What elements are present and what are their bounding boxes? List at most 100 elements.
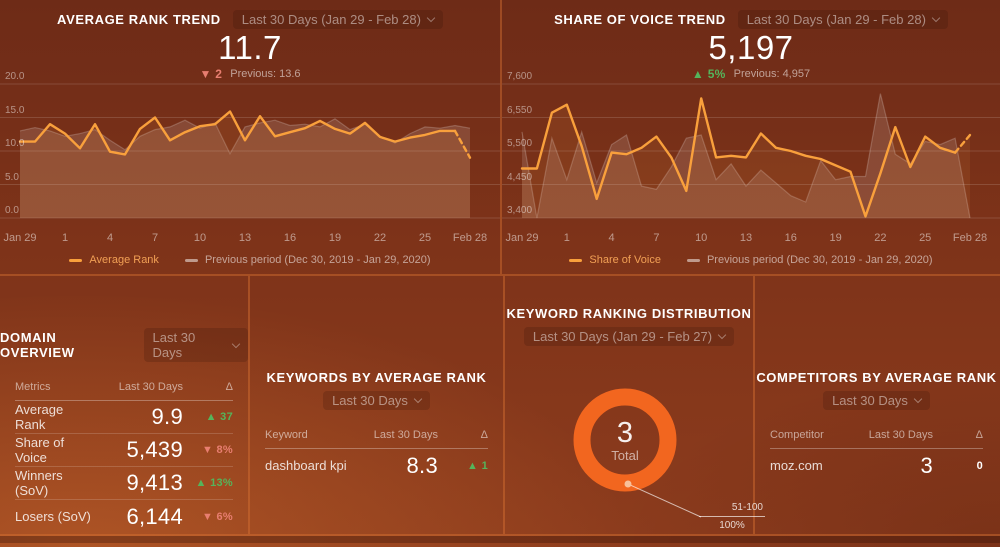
chevron-down-icon: [426, 13, 436, 22]
column-header-delta: Δ: [480, 429, 488, 441]
column-header: Metrics: [15, 381, 51, 393]
column-header: Competitor: [770, 429, 824, 441]
table-header: Metrics Last 30 Days Δ: [15, 376, 233, 401]
average-rank-chart[interactable]: 20.0 15.0 10.0 5.0 0.0 Jan 29 1 4 7 10 13 16 19 22 25…: [0, 71, 500, 248]
metric-delta: ▲ 13%: [195, 477, 233, 489]
line-chart-canvas[interactable]: [502, 82, 1000, 248]
donut-total-value: 3: [616, 416, 634, 449]
previous-value-label: Previous: 4,957: [733, 68, 811, 80]
panel-competitors-by-average-rank: COMPETITORS BY AVERAGE RANK Last 30 Days…: [755, 276, 998, 534]
panel-keyword-ranking-distribution: KEYWORD RANKING DISTRIBUTION Last 30 Day…: [505, 276, 765, 534]
metric-label: Winners (SoV): [15, 468, 63, 498]
table-row: Share of Voice 5,439 ▼ 8%: [15, 434, 233, 467]
date-range-label: Last 30 Days (Jan 29 - Feb 27): [532, 329, 713, 344]
chevron-down-icon: [231, 339, 241, 348]
legend-label: Share of Voice: [589, 254, 661, 266]
date-range-label: Last 30 Days: [332, 393, 408, 408]
legend-swatch-orange: [69, 258, 83, 262]
metric-delta: ▲ 37: [205, 411, 233, 423]
table-header: Competitor Last 30 Days Δ: [770, 424, 983, 449]
panel-average-rank-trend: AVERAGE RANK TREND Last 30 Days (Jan 29 …: [0, 0, 502, 274]
metric-label: Losers (SoV): [15, 509, 91, 524]
chevron-down-icon: [717, 330, 727, 340]
keywords-table: Keyword Last 30 Days Δ dashboard kpi 8.3…: [265, 424, 488, 482]
date-range-dropdown[interactable]: Last 30 Days: [323, 391, 430, 410]
legend-label: Average Rank: [89, 254, 159, 266]
line-chart-canvas[interactable]: [0, 82, 500, 248]
chevron-down-icon: [413, 394, 423, 404]
column-header: Last 30 Days: [373, 429, 438, 441]
kpi-delta-row: ▲ 5% Previous: 4,957: [502, 66, 1000, 82]
panel-header: KEYWORDS BY AVERAGE RANK Last 30 Days: [250, 370, 503, 410]
legend-label: Previous period (Dec 30, 2019 - Jan 29, …: [204, 254, 431, 266]
kpi-delta: ▼ 2: [199, 67, 223, 81]
competitors-table: Competitor Last 30 Days Δ moz.com 3 0: [770, 424, 983, 482]
panel-header: AVERAGE RANK TREND Last 30 Days (Jan 29 …: [0, 8, 500, 30]
chevron-down-icon: [931, 13, 941, 22]
legend-swatch-gray: [184, 258, 198, 262]
bottom-row: DOMAIN OVERVIEW Last 30 Days Metrics Las…: [0, 276, 1000, 536]
keyword-value: 8.3: [406, 452, 438, 478]
panel-title: SHARE OF VOICE TREND: [554, 11, 726, 27]
legend-item-previous: Previous period (Dec 30, 2019 - Jan 29, …: [184, 254, 431, 266]
donut-segment-callout: 51-100 100%: [699, 502, 765, 531]
metric-value: 9,413: [126, 470, 183, 495]
metric-value: 5,439: [126, 437, 183, 462]
date-range-label: Last 30 Days (Jan 29 - Feb 28): [746, 11, 926, 27]
keyword-label: dashboard kpi: [265, 458, 347, 473]
panel-title: DOMAIN OVERVIEW: [0, 330, 75, 360]
segment-percent-label: 100%: [719, 520, 745, 531]
column-header-delta: Δ: [975, 429, 983, 441]
donut-total-label: Total: [611, 447, 639, 463]
metric-label: Average Rank: [15, 402, 64, 432]
date-range-dropdown[interactable]: Last 30 Days (Jan 29 - Feb 28): [737, 9, 948, 29]
column-header: Last 30 Days: [868, 429, 933, 441]
panel-header: DOMAIN OVERVIEW Last 30 Days: [0, 328, 248, 362]
donut-center: 3 Total: [573, 388, 677, 492]
table-row: moz.com 3 0: [770, 449, 983, 482]
previous-value-label: Previous: 13.6: [230, 68, 301, 80]
bottom-edge-strip: [0, 536, 1000, 543]
legend-item-current: Average Rank: [69, 254, 159, 266]
competitor-delta: 0: [976, 459, 983, 472]
kpi-value: 11.7: [218, 29, 282, 66]
metric-delta: ▼ 6%: [201, 510, 233, 523]
chart-legend: Share of Voice Previous period (Dec 30, …: [502, 254, 1000, 266]
panel-title: KEYWORD RANKING DISTRIBUTION: [506, 306, 752, 321]
competitor-value: 3: [920, 452, 933, 478]
table-row: Average Rank 9.9 ▲ 37: [15, 401, 233, 434]
date-range-label: Last 30 Days: [832, 393, 908, 408]
table-header: Keyword Last 30 Days Δ: [265, 424, 488, 449]
column-header-delta: Δ: [225, 381, 233, 393]
panel-header: COMPETITORS BY AVERAGE RANK Last 30 Days: [755, 370, 998, 410]
date-range-dropdown[interactable]: Last 30 Days: [143, 328, 248, 362]
share-of-voice-chart[interactable]: 7,600 6,550 5,500 4,450 3,400 Jan 29 1 4 7 10 13 1…: [502, 71, 1000, 248]
legend-label: Previous period (Dec 30, 2019 - Jan 29, …: [706, 254, 933, 266]
table-row: dashboard kpi 8.3 ▲ 1: [265, 449, 488, 482]
panel-share-of-voice-trend: SHARE OF VOICE TREND Last 30 Days (Jan 2…: [502, 0, 1000, 274]
metrics-table: Metrics Last 30 Days Δ Average Rank 9.9 …: [15, 376, 233, 533]
segment-range-label: 51-100: [699, 502, 765, 517]
metric-value: 6,144: [126, 503, 183, 529]
legend-item-previous: Previous period (Dec 30, 2019 - Jan 29, …: [686, 254, 933, 266]
panel-header: KEYWORD RANKING DISTRIBUTION Last 30 Day…: [505, 306, 753, 346]
donut-chart[interactable]: 3 Total: [573, 388, 677, 492]
panel-title: COMPETITORS BY AVERAGE RANK: [756, 370, 997, 385]
chevron-down-icon: [913, 394, 923, 404]
metric-delta: ▼ 8%: [201, 444, 233, 456]
kpi-delta-row: ▼ 2 Previous: 13.6: [0, 66, 500, 82]
metric-label: Share of Voice: [15, 435, 65, 465]
competitor-label: moz.com: [770, 458, 823, 473]
table-row: Winners (SoV) 9,413 ▲ 13%: [15, 467, 233, 500]
date-range-dropdown[interactable]: Last 30 Days (Jan 29 - Feb 28): [232, 9, 443, 29]
chart-legend: Average Rank Previous period (Dec 30, 20…: [0, 254, 500, 266]
legend-swatch-gray: [686, 258, 700, 262]
kpi-value: 5,197: [708, 29, 794, 66]
panel-keywords-by-average-rank: KEYWORDS BY AVERAGE RANK Last 30 Days Ke…: [250, 276, 505, 534]
panel-header: SHARE OF VOICE TREND Last 30 Days (Jan 2…: [502, 8, 1000, 30]
kpi-delta: ▲ 5%: [691, 67, 726, 81]
date-range-dropdown[interactable]: Last 30 Days: [823, 391, 930, 410]
date-range-label: Last 30 Days (Jan 29 - Feb 28): [241, 11, 421, 27]
date-range-dropdown[interactable]: Last 30 Days (Jan 29 - Feb 27): [523, 327, 735, 346]
